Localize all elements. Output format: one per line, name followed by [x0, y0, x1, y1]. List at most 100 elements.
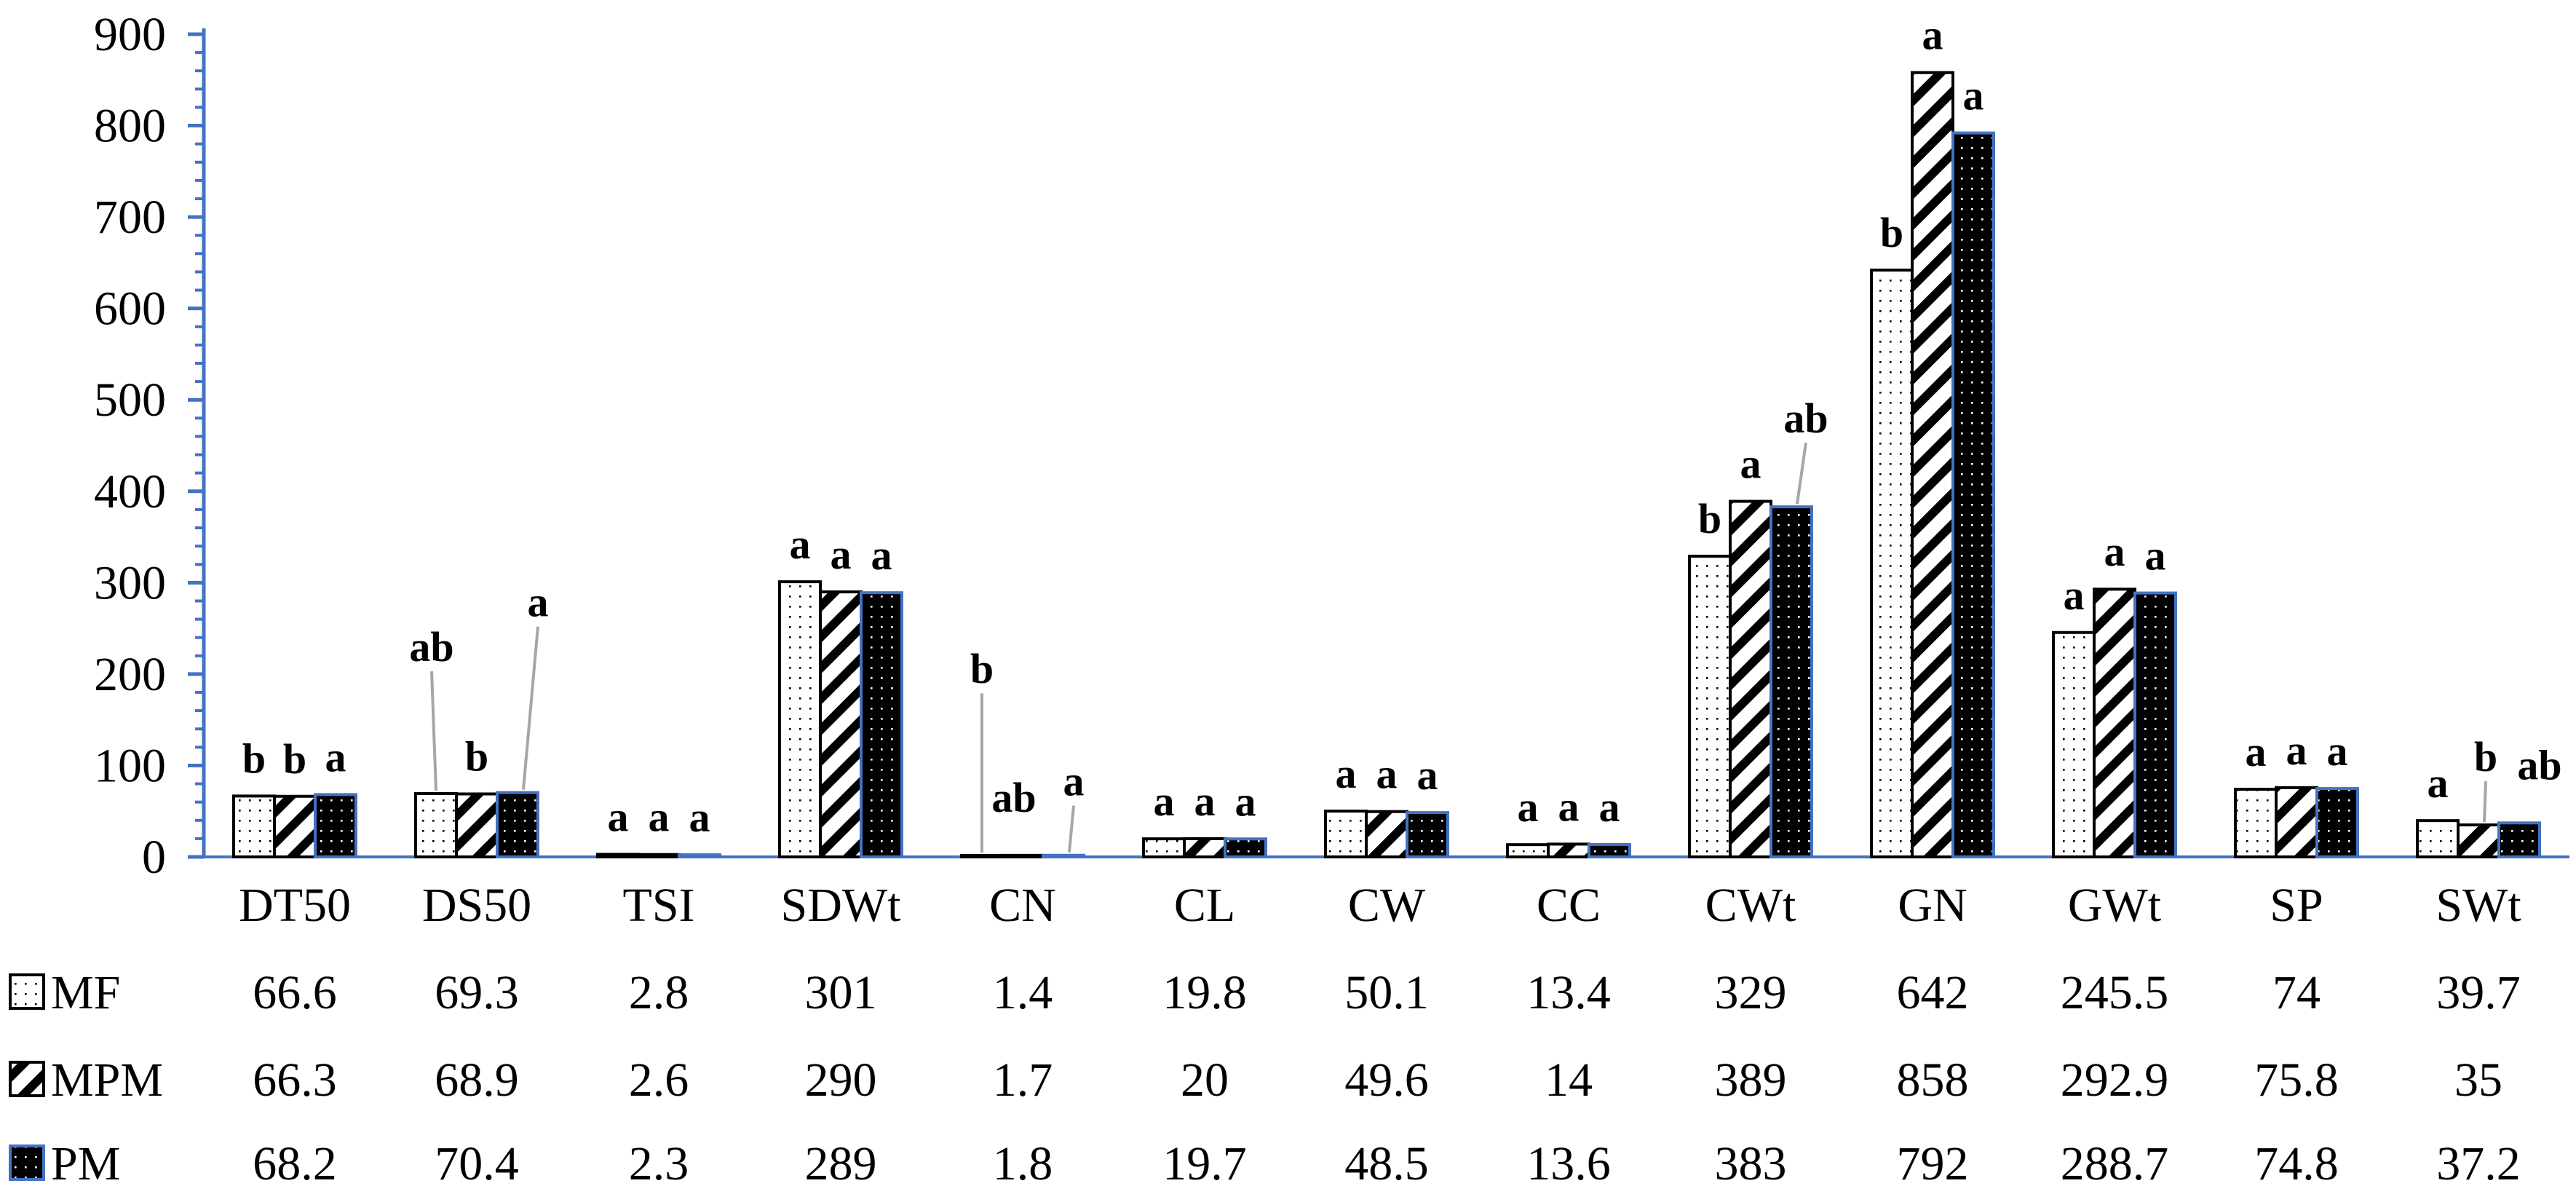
- significance-label: b: [2474, 733, 2497, 780]
- bar-mf-sp: [2234, 788, 2278, 858]
- table-cell: 37.2: [2436, 1137, 2521, 1190]
- significance-label: a: [2104, 528, 2125, 575]
- bar-mf-dt50: [232, 794, 276, 859]
- bar-mf-cc: [1506, 843, 1550, 858]
- y-tick-label: 300: [94, 556, 166, 609]
- table-cell: 68.2: [253, 1137, 337, 1190]
- category-label: CWt: [1705, 879, 1796, 932]
- table-cell: 329: [1715, 966, 1787, 1019]
- bar-mf-sdwt: [778, 580, 822, 858]
- y-tick-label: 500: [94, 373, 166, 427]
- bar-mpm-sp: [2275, 786, 2318, 858]
- leader-line: [1068, 805, 1075, 853]
- significance-label: a: [1599, 783, 1620, 831]
- category-label: DS50: [422, 879, 531, 932]
- significance-label: a: [2286, 727, 2307, 774]
- table-cell: 288.7: [2061, 1137, 2169, 1190]
- significance-label: b: [970, 645, 994, 692]
- table-cell: 74.8: [2254, 1137, 2339, 1190]
- significance-label: a: [1063, 758, 1085, 805]
- bar-mf-gwt: [2052, 630, 2096, 858]
- bar-mpm-cwt: [1729, 499, 1772, 858]
- bar-mpm-cl: [1183, 837, 1226, 859]
- table-cell: 2.6: [629, 1053, 689, 1107]
- significance-label: a: [528, 579, 549, 626]
- bar-mf-cwt: [1688, 554, 1732, 859]
- bar-pm-cw: [1406, 811, 1449, 859]
- bar-pm-sdwt: [860, 591, 903, 859]
- category-label: CN: [989, 879, 1056, 932]
- bar-pm-ds50: [496, 791, 539, 858]
- table-cell: 20: [1181, 1053, 1229, 1107]
- significance-label: b: [1698, 495, 1721, 542]
- significance-label: a: [2064, 572, 2085, 619]
- significance-label: b: [283, 735, 306, 783]
- significance-label: a: [790, 521, 811, 568]
- table-cell: 14: [1545, 1053, 1593, 1107]
- table-cell: 48.5: [1344, 1137, 1429, 1190]
- table-cell: 35: [2454, 1053, 2502, 1107]
- significance-label: a: [831, 531, 852, 578]
- bar-mf-cn: [960, 854, 1004, 858]
- table-cell: 1.8: [993, 1137, 1053, 1190]
- significance-label: a: [2145, 532, 2166, 580]
- bar-mpm-tsi: [637, 853, 681, 859]
- table-cell: 290: [805, 1053, 877, 1107]
- significance-label: b: [1880, 209, 1903, 256]
- bar-mpm-sdwt: [819, 590, 863, 859]
- bar-mpm-cc: [1547, 842, 1590, 859]
- significance-label: a: [689, 794, 710, 841]
- table-cell: 383: [1715, 1137, 1787, 1190]
- category-label: CL: [1174, 879, 1235, 932]
- table-cell: 642: [1897, 966, 1969, 1019]
- significance-label: b: [242, 735, 266, 782]
- significance-label: a: [1740, 440, 1761, 488]
- table-cell: 858: [1897, 1053, 1969, 1107]
- significance-label: a: [1417, 751, 1438, 799]
- table-cell: 75.8: [2254, 1053, 2339, 1107]
- bar-pm-sp: [2315, 787, 2359, 859]
- table-cell: 66.3: [253, 1053, 337, 1107]
- significance-label: a: [1194, 778, 1216, 825]
- significance-label: a: [608, 793, 629, 840]
- significance-label: b: [465, 732, 488, 780]
- legend-label-mpm: MPM: [51, 1053, 163, 1107]
- table-cell: 289: [805, 1137, 877, 1190]
- significance-label: a: [325, 733, 346, 780]
- bar-mf-gn: [1870, 268, 1914, 858]
- y-tick-label: 200: [94, 648, 166, 701]
- table-cell: 74: [2272, 966, 2321, 1019]
- y-tick-label: 0: [142, 831, 166, 884]
- category-label: CW: [1348, 879, 1426, 932]
- table-cell: 49.6: [1344, 1053, 1429, 1107]
- significance-label: ab: [409, 623, 453, 671]
- table-cell: 2.3: [629, 1137, 689, 1190]
- table-cell: 301: [805, 966, 877, 1019]
- legend-swatch-mpm: [9, 1061, 45, 1097]
- category-label: TSI: [623, 879, 695, 932]
- significance-label: a: [1336, 750, 1357, 797]
- table-cell: 2.8: [629, 966, 689, 1019]
- category-label: CC: [1537, 879, 1601, 932]
- table-cell: 389: [1715, 1053, 1787, 1107]
- table-cell: 70.4: [435, 1137, 519, 1190]
- leader-line: [2483, 780, 2487, 823]
- bar-mf-ds50: [414, 791, 458, 858]
- table-cell: 19.7: [1162, 1137, 1247, 1190]
- bar-pm-cn: [1042, 853, 1085, 858]
- table-cell: 292.9: [2061, 1053, 2169, 1107]
- y-tick-label: 600: [94, 282, 166, 336]
- significance-label: a: [871, 531, 892, 579]
- legend-swatch-pm: [9, 1144, 45, 1181]
- table-cell: 1.4: [993, 966, 1053, 1019]
- significance-label: a: [1235, 778, 1256, 825]
- table-cell: 19.8: [1162, 966, 1247, 1019]
- bar-pm-gwt: [2133, 591, 2177, 858]
- data-table: DT50 DS50 TSI SDWt CN CL CW CC CWt GN GWt SP SWt MF 66…: [9, 879, 2521, 1190]
- table-cell: 50.1: [1344, 966, 1429, 1019]
- significance-label: a: [2327, 727, 2348, 775]
- bar-mpm-cw: [1365, 810, 1408, 859]
- table-cell: 245.5: [2061, 966, 2169, 1019]
